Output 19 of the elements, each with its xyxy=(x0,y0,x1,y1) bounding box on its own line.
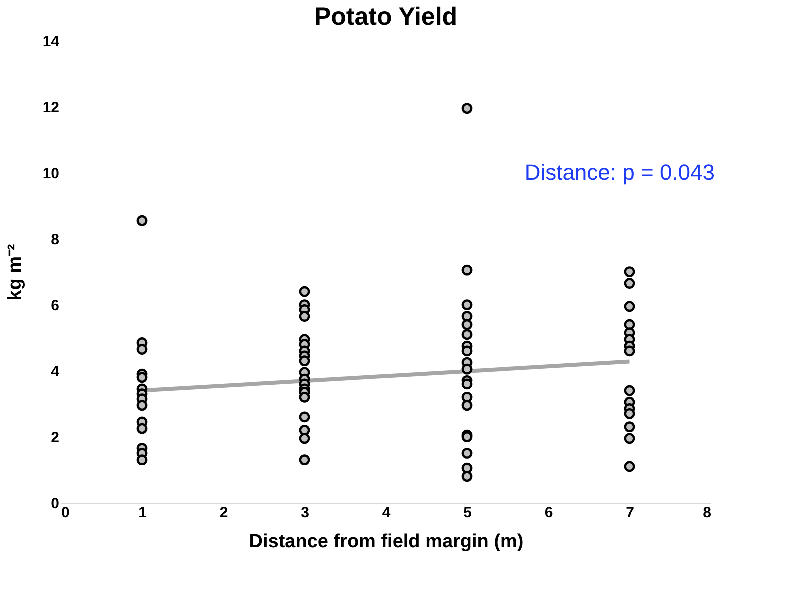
y-tick-label: 6 xyxy=(51,298,60,314)
x-tick-label: 8 xyxy=(703,504,712,522)
x-tick-label: 5 xyxy=(464,504,472,522)
y-tick-label: 14 xyxy=(42,34,60,50)
y-tick-label: 12 xyxy=(42,100,60,116)
y-tick-label: 10 xyxy=(42,166,60,182)
y-axis-title: kg m⁻² xyxy=(4,244,26,301)
y-tick-label: 4 xyxy=(51,364,60,380)
annotation: Distance: p = 0.043 xyxy=(524,160,715,185)
x-tick-label: 4 xyxy=(382,504,392,522)
chart-title: Potato Yield xyxy=(314,3,458,31)
x-tick-label: 7 xyxy=(626,504,634,522)
y-tick-label: 8 xyxy=(51,232,60,248)
y-tick-label: 2 xyxy=(51,430,60,446)
x-axis-title: Distance from field margin (m) xyxy=(249,532,524,552)
x-tick-label: 1 xyxy=(138,504,147,522)
x-tick-label: 6 xyxy=(544,504,554,522)
x-tick-label: 3 xyxy=(301,504,310,522)
x-tick-label: 2 xyxy=(220,504,228,522)
